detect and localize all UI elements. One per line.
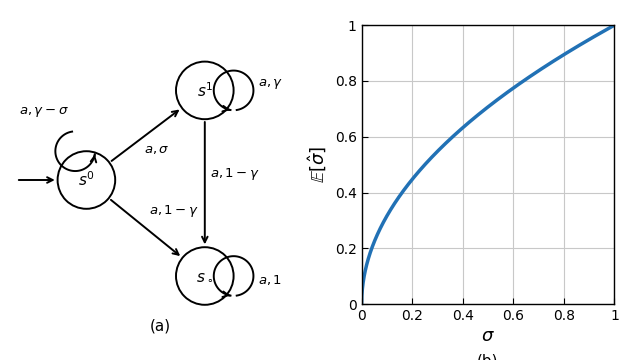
Text: (a): (a) [149,318,171,333]
Text: $a, \gamma$: $a, \gamma$ [259,77,284,91]
Text: $s_\circ$: $s_\circ$ [196,269,213,284]
Text: (b): (b) [477,354,499,360]
Text: $a, \sigma$: $a, \sigma$ [144,143,170,156]
Text: $a, 1$: $a, 1$ [259,273,282,287]
Text: $a, 1 - \gamma$: $a, 1 - \gamma$ [148,203,199,219]
Y-axis label: $\mathbb{E}[\hat{\sigma}]$: $\mathbb{E}[\hat{\sigma}]$ [307,146,329,183]
Text: $a, 1 - \gamma$: $a, 1 - \gamma$ [210,166,260,182]
Text: $s^1$: $s^1$ [196,81,213,100]
X-axis label: $\sigma$: $\sigma$ [481,327,495,345]
Text: $a, \gamma - \sigma$: $a, \gamma - \sigma$ [19,105,69,120]
Text: $s^0$: $s^0$ [78,171,95,189]
